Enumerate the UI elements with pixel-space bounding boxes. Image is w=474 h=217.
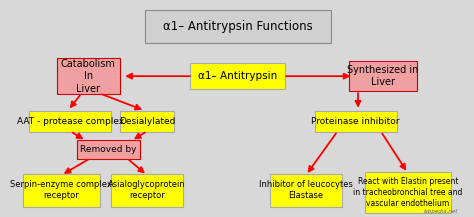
FancyBboxPatch shape xyxy=(23,174,100,207)
FancyBboxPatch shape xyxy=(349,61,417,91)
FancyBboxPatch shape xyxy=(77,140,140,159)
Text: AAT - protease complex: AAT - protease complex xyxy=(17,117,124,126)
Text: Catabolism
In
Liver: Catabolism In Liver xyxy=(61,59,116,94)
Text: React with Elastin present
in tracheobronchial tree and
vascular endothelium: React with Elastin present in tracheobro… xyxy=(353,177,463,208)
FancyBboxPatch shape xyxy=(270,174,342,207)
FancyBboxPatch shape xyxy=(190,63,285,89)
Text: Inhibitor of leucocytes
Elastase: Inhibitor of leucocytes Elastase xyxy=(259,180,353,201)
Text: Serpin-enzyme complex
receptor: Serpin-enzyme complex receptor xyxy=(10,180,112,201)
FancyBboxPatch shape xyxy=(365,172,451,213)
Text: Removed by: Removed by xyxy=(81,145,137,154)
FancyBboxPatch shape xyxy=(56,58,120,94)
FancyBboxPatch shape xyxy=(145,10,331,43)
Text: labpedia.net: labpedia.net xyxy=(423,209,458,214)
FancyBboxPatch shape xyxy=(111,174,183,207)
Text: α1– Antitrypsin: α1– Antitrypsin xyxy=(198,71,277,81)
FancyBboxPatch shape xyxy=(29,111,111,132)
FancyBboxPatch shape xyxy=(315,111,397,132)
Text: Asialoglycoprotein
receptor: Asialoglycoprotein receptor xyxy=(109,180,186,201)
Text: Desialylated: Desialylated xyxy=(119,117,175,126)
Text: Proteinase inhibitor: Proteinase inhibitor xyxy=(311,117,400,126)
Text: α1– Antitrypsin Functions: α1– Antitrypsin Functions xyxy=(163,20,313,33)
FancyBboxPatch shape xyxy=(120,111,174,132)
Text: Synthesized in
Liver: Synthesized in Liver xyxy=(347,65,419,87)
